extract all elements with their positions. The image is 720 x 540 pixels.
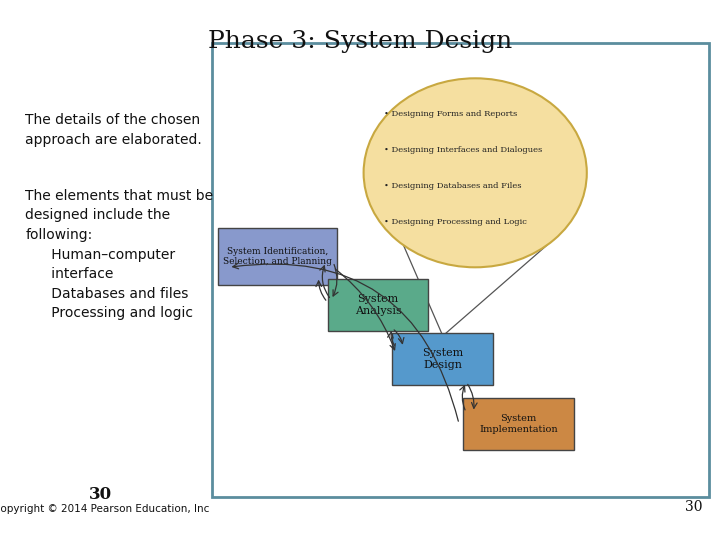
Text: Phase 3: System Design: Phase 3: System Design bbox=[208, 30, 512, 53]
FancyBboxPatch shape bbox=[462, 399, 575, 449]
FancyBboxPatch shape bbox=[212, 43, 709, 497]
Text: • Designing Forms and Reports: • Designing Forms and Reports bbox=[384, 110, 517, 118]
FancyBboxPatch shape bbox=[217, 228, 337, 285]
Text: 30: 30 bbox=[685, 500, 702, 514]
Text: • Designing Processing and Logic: • Designing Processing and Logic bbox=[384, 218, 526, 226]
Text: • Designing Interfaces and Dialogues: • Designing Interfaces and Dialogues bbox=[384, 146, 542, 154]
Text: System Identification,
Selection, and Planning: System Identification, Selection, and Pl… bbox=[222, 247, 332, 266]
Text: 30: 30 bbox=[89, 487, 112, 503]
Text: Copyright © 2014 Pearson Education, Inc: Copyright © 2014 Pearson Education, Inc bbox=[0, 504, 209, 514]
Text: • Designing Databases and Files: • Designing Databases and Files bbox=[384, 182, 521, 190]
Text: System
Implementation: System Implementation bbox=[479, 414, 558, 434]
Text: The elements that must be
designed include the
following:
      Human–computer
 : The elements that must be designed inclu… bbox=[25, 189, 213, 320]
Ellipse shape bbox=[364, 78, 587, 267]
Text: System
Analysis: System Analysis bbox=[355, 294, 401, 316]
FancyBboxPatch shape bbox=[328, 280, 428, 330]
FancyBboxPatch shape bbox=[392, 333, 493, 384]
Text: System
Design: System Design bbox=[422, 348, 464, 370]
Text: The details of the chosen
approach are elaborated.: The details of the chosen approach are e… bbox=[25, 113, 202, 147]
